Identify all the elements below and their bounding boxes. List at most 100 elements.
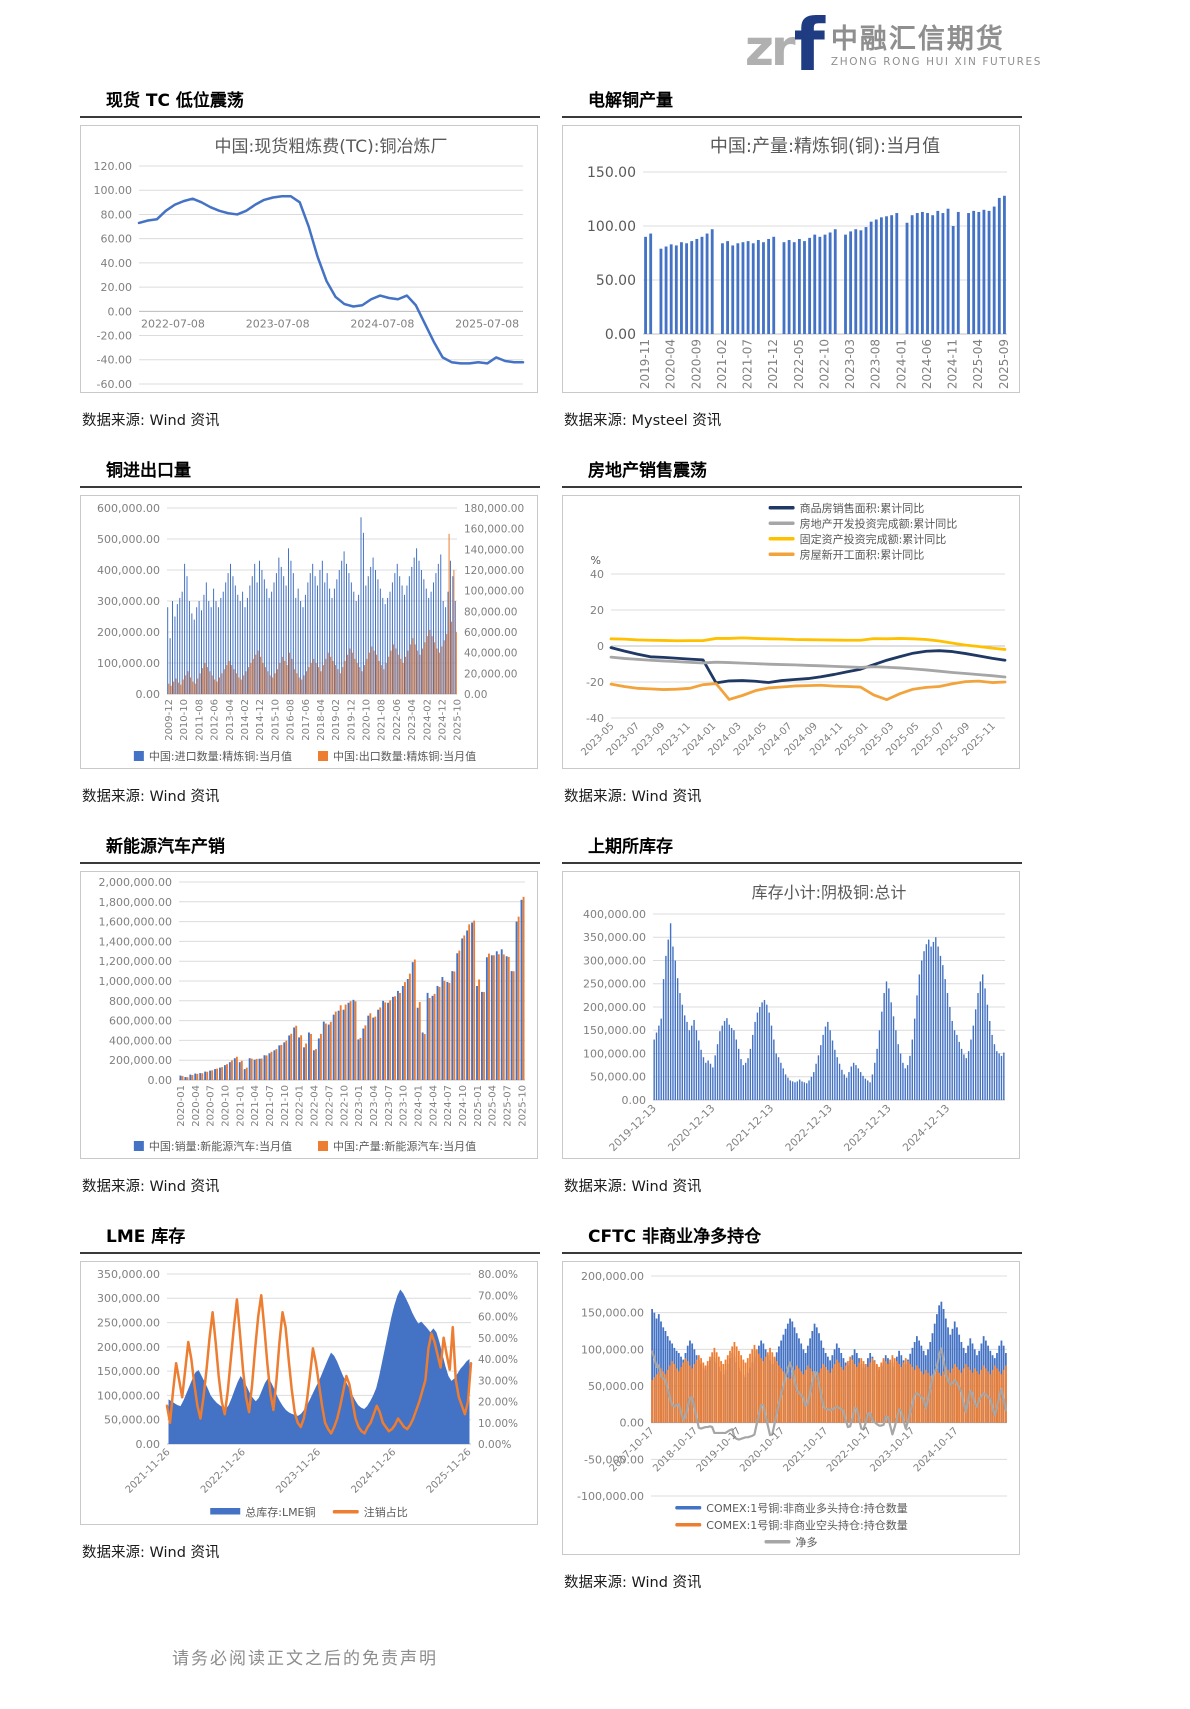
nev-chart: 0.00 200,000.00 400,000.00 600,000.00 800,00…: [80, 871, 538, 1159]
svg-text:2021-07: 2021-07: [265, 1085, 276, 1127]
svg-text:%: %: [591, 554, 601, 567]
svg-text:100,000.00: 100,000.00: [97, 657, 160, 670]
svg-text:1,400,000.00: 1,400,000.00: [99, 935, 172, 948]
nev-chart-svg: 0.00 200,000.00 400,000.00 600,000.00 800,00…: [99, 876, 529, 1153]
svg-text:2020-12-13: 2020-12-13: [666, 1102, 718, 1154]
section-title-spot-tc: 现货 TC 低位震荡: [106, 91, 244, 111]
svg-text:2018-04: 2018-04: [316, 699, 327, 741]
svg-text:20,000.00: 20,000.00: [464, 668, 517, 680]
svg-text:-100,000.00: -100,000.00: [577, 1490, 644, 1503]
svg-text:800,000.00: 800,000.00: [109, 995, 172, 1008]
svg-text:2022-07-08: 2022-07-08: [141, 317, 205, 330]
svg-text:-50,000.00: -50,000.00: [584, 1453, 644, 1466]
svg-text:150,000.00: 150,000.00: [97, 1365, 160, 1378]
svg-text:2021-12-13: 2021-12-13: [725, 1102, 777, 1154]
section-title-cftc: CFTC 非商业净多持仓: [588, 1227, 762, 1247]
svg-text:60.00%: 60.00%: [478, 1312, 518, 1324]
svg-text:600,000.00: 600,000.00: [97, 502, 160, 515]
svg-text:COMEX:1号铜:非商业多头持仓:持仓数量: COMEX:1号铜:非商业多头持仓:持仓数量: [706, 1501, 907, 1515]
svg-text:200,000.00: 200,000.00: [581, 1270, 644, 1283]
spot-tc-chart-svg: -60.00 -40.00 -20.00 0.00 20.00 40.00 60.00 80.…: [94, 137, 525, 391]
svg-text:80.00: 80.00: [101, 208, 133, 221]
svg-text:净多: 净多: [796, 1535, 818, 1549]
svg-text:350,000.00: 350,000.00: [583, 931, 646, 944]
svg-text:2010-10: 2010-10: [179, 699, 190, 741]
svg-text:2024-02: 2024-02: [422, 699, 433, 741]
logo-zr-text: zr: [744, 19, 796, 77]
svg-text:2023-08: 2023-08: [869, 339, 883, 389]
svg-text:70.00%: 70.00%: [478, 1290, 518, 1302]
svg-text:0.00: 0.00: [148, 1074, 173, 1087]
svg-text:150,000.00: 150,000.00: [581, 1307, 644, 1320]
svg-text:40: 40: [590, 568, 604, 581]
svg-text:200,000.00: 200,000.00: [97, 1341, 160, 1354]
masthead: zr f 中融汇信期货 ZHONG RONG HUI XIN FUTURES: [0, 0, 1190, 81]
svg-text:100.00: 100.00: [94, 184, 133, 197]
svg-text:2012-06: 2012-06: [210, 699, 221, 741]
data-source-label: 数据来源: Wind 资讯: [564, 1575, 702, 1591]
svg-text:2020-10: 2020-10: [362, 699, 373, 741]
svg-text:2023-10: 2023-10: [399, 1085, 410, 1127]
svg-text:350,000.00: 350,000.00: [97, 1268, 160, 1281]
svg-text:2024-01: 2024-01: [894, 339, 908, 389]
svg-text:0.00: 0.00: [605, 327, 636, 343]
svg-text:0.00: 0.00: [136, 1438, 161, 1451]
svg-text:2020-04: 2020-04: [191, 1085, 202, 1127]
section-copper-trade: 铜进出口量 0.00 100,000.00 200,000.00 300,000.00…: [80, 456, 540, 806]
svg-text:2022-12-13: 2022-12-13: [783, 1102, 835, 1154]
svg-text:2024-06: 2024-06: [920, 339, 934, 389]
svg-text:2025-11-26: 2025-11-26: [425, 1447, 474, 1496]
lme-stock-chart: 0.00 50,000.00 100,000.00 150,000.00 200,000…: [80, 1261, 538, 1525]
svg-text:2020-10-17: 2020-10-17: [738, 1426, 787, 1475]
company-logo: zr f 中融汇信期货 ZHONG RONG HUI XIN FUTURES: [744, 10, 1042, 81]
svg-text:库存小计:阴极铜:总计: 库存小计:阴极铜:总计: [752, 883, 907, 902]
svg-text:50.00: 50.00: [596, 273, 636, 289]
section-divider: [80, 116, 540, 118]
svg-text:50,000.00: 50,000.00: [104, 1414, 160, 1427]
svg-text:-60.00: -60.00: [97, 378, 132, 391]
svg-text:2022-10: 2022-10: [339, 1085, 350, 1127]
data-source-label: 数据来源: Wind 资讯: [564, 1179, 702, 1195]
svg-text:COMEX:1号铜:非商业空头持仓:持仓数量: COMEX:1号铜:非商业空头持仓:持仓数量: [706, 1518, 907, 1532]
svg-text:2019-02: 2019-02: [331, 699, 342, 741]
svg-text:80.00%: 80.00%: [478, 1269, 518, 1281]
svg-text:2009-12: 2009-12: [164, 699, 175, 741]
svg-text:2020-07: 2020-07: [206, 1085, 217, 1127]
svg-text:-40: -40: [586, 712, 604, 725]
svg-text:2019-12-13: 2019-12-13: [607, 1102, 659, 1154]
svg-text:150.00: 150.00: [587, 165, 636, 181]
svg-text:120,000.00: 120,000.00: [464, 565, 524, 577]
svg-text:2024-12: 2024-12: [438, 699, 449, 741]
svg-text:-20.00: -20.00: [97, 330, 132, 343]
svg-text:2024-12-13: 2024-12-13: [901, 1102, 953, 1154]
section-title-real-estate: 房地产销售震荡: [588, 461, 707, 481]
section-real-estate: 房地产销售震荡 -40 -20 0 20 40 2023-05 2023-07 2023-09…: [562, 456, 1022, 806]
svg-text:50,000.00: 50,000.00: [590, 1071, 646, 1084]
svg-text:房屋新开工面积:累计同比: 房屋新开工面积:累计同比: [800, 548, 925, 562]
logo-company-name-en: ZHONG RONG HUI XIN FUTURES: [830, 56, 1042, 68]
svg-text:60.00: 60.00: [101, 233, 133, 246]
refined-output-chart-svg: 0.00 50.00 100.00 150.00 2019-11 2020-04 2020-…: [587, 136, 1011, 389]
svg-text:2025-07-08: 2025-07-08: [455, 317, 519, 330]
svg-text:100,000.00: 100,000.00: [583, 1047, 646, 1060]
svg-text:2021-04: 2021-04: [250, 1085, 261, 1127]
svg-text:2015-10: 2015-10: [270, 699, 281, 741]
svg-text:600,000.00: 600,000.00: [109, 1015, 172, 1028]
copper-trade-chart: 0.00 100,000.00 200,000.00 300,000.00 400,00…: [80, 495, 538, 769]
svg-text:中国:销量:新能源汽车:当月值: 中国:销量:新能源汽车:当月值: [149, 1139, 292, 1153]
svg-text:2020-09: 2020-09: [689, 339, 703, 389]
svg-text:2025-09: 2025-09: [997, 339, 1011, 389]
svg-text:10.00%: 10.00%: [478, 1418, 518, 1430]
real-estate-chart: -40 -20 0 20 40 2023-05 2023-07 2023-09 2023-11 2…: [562, 495, 1020, 769]
svg-text:2022-10: 2022-10: [817, 339, 831, 389]
svg-text:160,000.00: 160,000.00: [464, 524, 524, 536]
logo-company-name-cn: 中融汇信期货: [830, 23, 1005, 55]
svg-text:中国:现货粗炼费(TC):铜冶炼厂: 中国:现货粗炼费(TC):铜冶炼厂: [215, 137, 448, 157]
svg-text:2024-07-08: 2024-07-08: [350, 317, 414, 330]
svg-text:80,000.00: 80,000.00: [464, 606, 517, 618]
svg-text:2023-12-13: 2023-12-13: [842, 1102, 894, 1154]
svg-text:40.00: 40.00: [101, 257, 133, 270]
svg-text:2024-10: 2024-10: [458, 1085, 469, 1127]
svg-text:2017-10-17: 2017-10-17: [608, 1426, 657, 1475]
svg-text:2019-12: 2019-12: [346, 699, 357, 741]
